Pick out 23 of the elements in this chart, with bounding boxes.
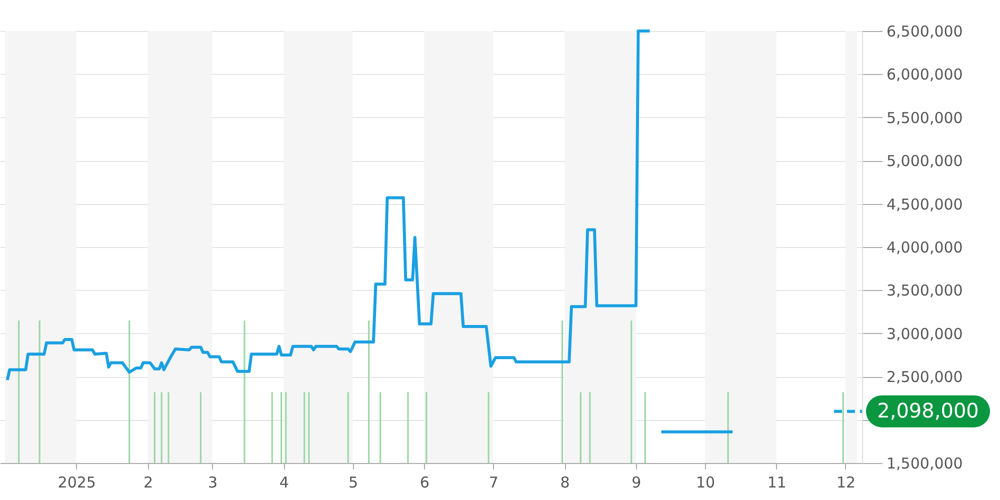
y-tick-label: 5,500,000 — [886, 108, 963, 127]
x-tick-label: 5 — [348, 474, 358, 492]
x-tick-label: 10 — [696, 474, 716, 492]
x-tick-label: 12 — [836, 474, 856, 492]
x-tick-label: 4 — [279, 474, 289, 492]
y-tick-label: 6,000,000 — [886, 66, 963, 84]
x-tick-label: 7 — [488, 474, 498, 492]
x-tick-label: 2 — [143, 474, 154, 492]
y-tick-label: 2,500,000 — [886, 368, 963, 386]
x-tick-label: 11 — [767, 474, 786, 492]
x-tick-label: 8 — [560, 474, 570, 492]
y-tick-label: 4,000,000 — [886, 238, 963, 256]
y-tick-label: 3,000,000 — [886, 324, 963, 343]
ref-line-label: 2,098,000 — [877, 398, 979, 422]
x-tick-label: 9 — [632, 474, 642, 492]
y-tick-label: 6,500,000 — [886, 22, 963, 40]
x-tick-label: 6 — [420, 474, 430, 492]
y-tick-label: 5,000,000 — [886, 152, 963, 170]
y-tick-label: 4,500,000 — [886, 195, 963, 214]
y-tick-label: 1,500,000 — [886, 454, 963, 472]
x-tick-label: 3 — [208, 474, 218, 492]
x-tick-label: 2025 — [58, 474, 96, 492]
y-tick-label: 3,500,000 — [886, 282, 963, 300]
